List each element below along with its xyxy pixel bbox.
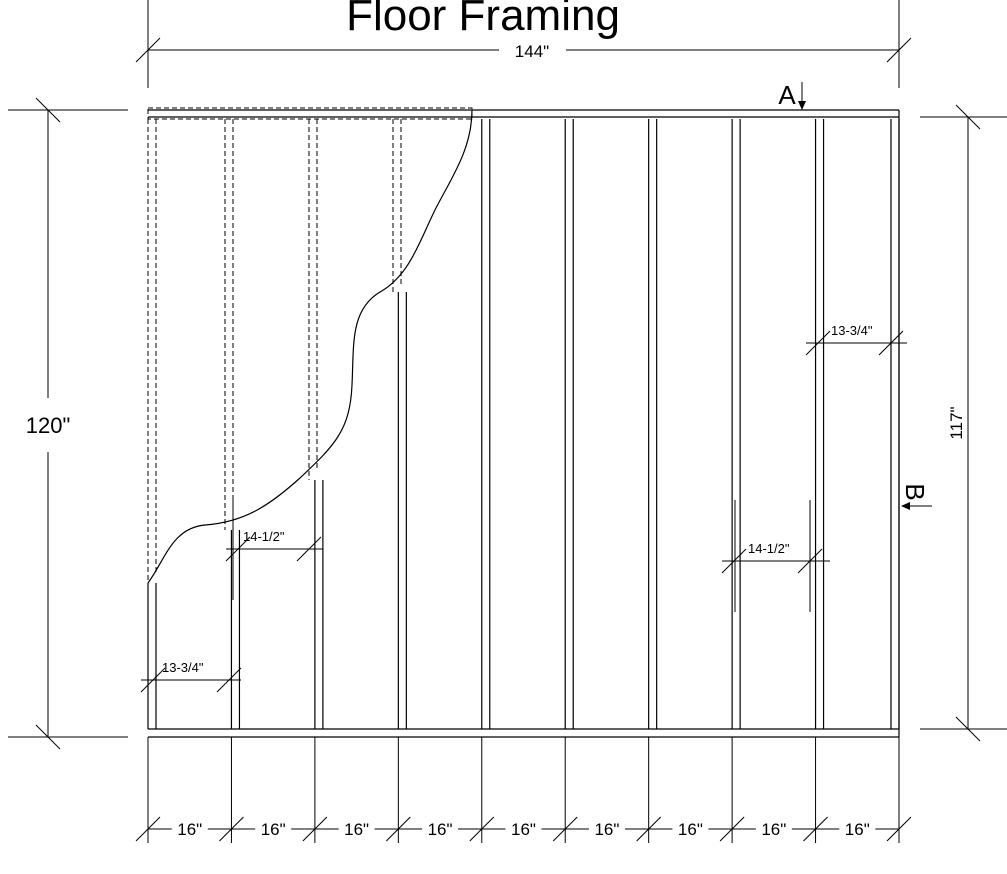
tick-mark — [878, 330, 904, 356]
left-dimension: 120" — [8, 97, 128, 750]
overall-length-label: 120" — [26, 413, 71, 438]
overall-width-label: 144" — [515, 42, 549, 61]
gap-dimension-right-mid: 14-1/2" — [721, 500, 830, 612]
section-a-label: A — [778, 80, 796, 110]
gap-label: 14-1/2" — [243, 529, 285, 544]
section-marker-a: A — [778, 80, 806, 110]
tick-mark — [140, 667, 166, 693]
gap-label: 13-3/4" — [831, 323, 873, 338]
tick-mark — [805, 330, 831, 356]
spacing-label: 16" — [177, 820, 202, 839]
tick-mark — [135, 37, 161, 63]
top-dimension: 144" — [135, 0, 912, 88]
tick-mark — [216, 667, 242, 693]
gap-label: 14-1/2" — [748, 541, 790, 556]
hidden-joist-outlines — [147, 107, 473, 583]
spacing-label: 16" — [344, 820, 369, 839]
spacing-label: 16" — [845, 820, 870, 839]
tick-mark — [721, 548, 747, 574]
spacing-label: 16" — [428, 820, 453, 839]
tick-mark — [35, 97, 61, 123]
floor-joists — [147, 110, 900, 737]
rim-joists — [148, 109, 899, 738]
spacing-label: 16" — [594, 820, 619, 839]
section-b-arrow-head — [901, 502, 910, 510]
section-b-label: B — [900, 483, 930, 500]
inner-length-label: 117" — [947, 406, 966, 439]
joist-spacing-dimensions: 16" 16" 16" 16" 16" 16" 16" 16" 16" — [135, 737, 912, 843]
gap-dimension-right-top: 13-3/4" — [805, 323, 907, 356]
spacing-label: 16" — [511, 820, 536, 839]
section-marker-b: B — [900, 483, 932, 510]
section-a-arrow-head — [798, 101, 806, 110]
gap-dimension-left-bottom: 13-3/4" — [140, 660, 242, 693]
tick-mark — [955, 104, 981, 130]
gap-dimension-left-mid: 14-1/2" — [225, 500, 323, 600]
tick-mark — [35, 724, 61, 750]
tick-mark — [886, 37, 912, 63]
break-line — [147, 109, 473, 584]
drawing-title: Floor Framing — [346, 0, 620, 40]
tick-mark — [225, 536, 251, 562]
spacing-label: 16" — [261, 820, 286, 839]
spacing-label: 16" — [678, 820, 703, 839]
right-dimension: 117" — [920, 104, 1007, 742]
spacing-label: 16" — [761, 820, 786, 839]
tick-mark — [955, 716, 981, 742]
tick-mark — [296, 536, 322, 562]
gap-label: 13-3/4" — [162, 660, 204, 675]
